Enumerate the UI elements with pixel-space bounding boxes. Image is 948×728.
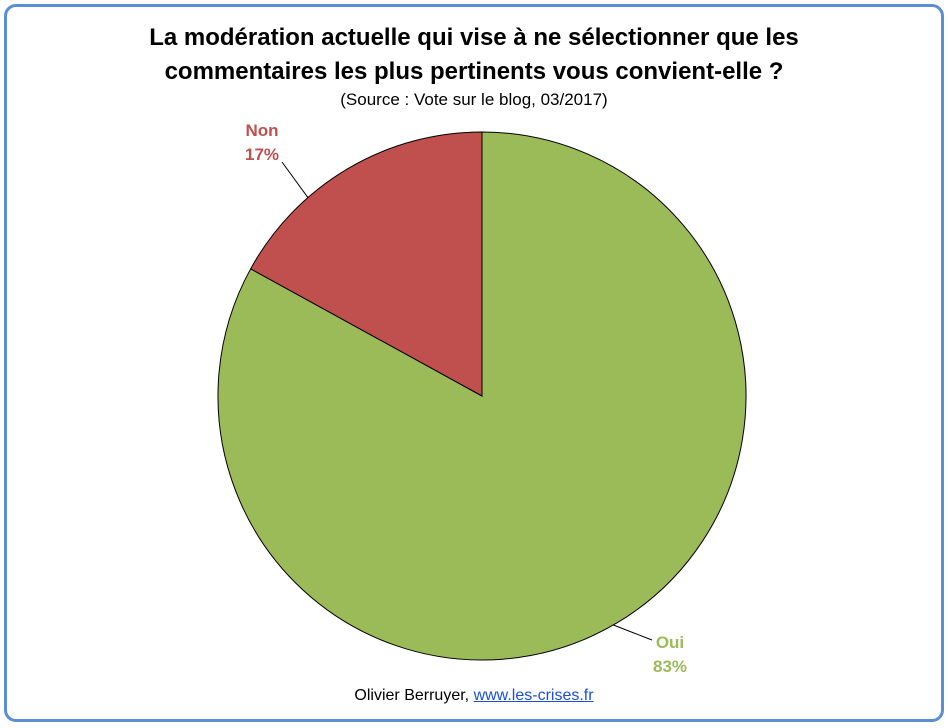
leader-line-non xyxy=(281,161,309,198)
chart-subtitle: (Source : Vote sur le blog, 03/2017) xyxy=(340,90,608,109)
leader-line-oui xyxy=(613,624,653,641)
chart-title-line2: commentaires les plus pertinents vous co… xyxy=(164,58,784,85)
slice-value-label-oui: 83% xyxy=(653,657,687,676)
slice-value-label-non: 17% xyxy=(245,145,279,164)
slice-label-non: Non xyxy=(245,121,278,140)
footer-link[interactable]: www.les-crises.fr xyxy=(473,687,594,704)
footer-author: Olivier Berruyer, xyxy=(354,687,470,704)
chart-title-line1: La modération actuelle qui vise à ne sél… xyxy=(149,24,799,51)
footer: Olivier Berruyer, www.les-crises.fr xyxy=(0,687,948,705)
pie-slice-non xyxy=(249,131,483,397)
pie-slice-oui xyxy=(217,131,747,661)
slice-label-oui: Oui xyxy=(656,633,684,652)
